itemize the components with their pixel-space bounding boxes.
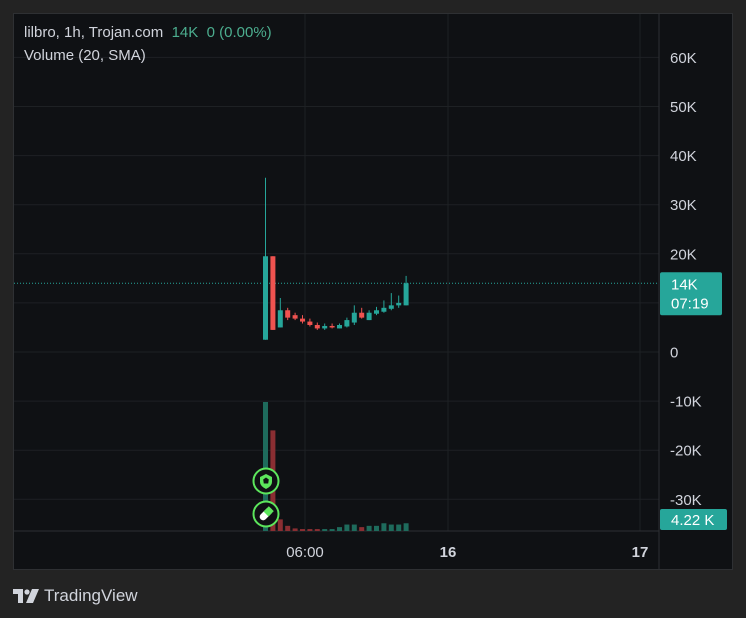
- candle-body: [292, 315, 298, 319]
- volume-bar: [329, 529, 335, 531]
- volume-bar: [314, 529, 320, 531]
- candles: [263, 177, 409, 340]
- candle: [285, 307, 291, 321]
- last-price-value: 14K: [671, 276, 698, 293]
- event-marker[interactable]: [252, 467, 280, 495]
- candle: [351, 305, 357, 325]
- volume-bar: [337, 527, 342, 531]
- pill-icon: [259, 506, 274, 521]
- volume-bar: [359, 527, 365, 531]
- price-tick-label: -20K: [670, 443, 702, 460]
- time-tick-label: 16: [440, 544, 457, 561]
- candle-body: [366, 312, 372, 321]
- volume-bar: [322, 529, 328, 531]
- candle-body: [381, 307, 387, 312]
- last-price-tag[interactable]: 14K 07:19: [660, 272, 722, 316]
- legend-symbol-row[interactable]: lilbro, 1h, Trojan.com 14K 0 (0.00%): [24, 24, 272, 41]
- volume-bar: [351, 524, 357, 531]
- candle: [307, 318, 313, 327]
- time-tick-label: 17: [632, 544, 649, 561]
- candle-body: [277, 310, 283, 328]
- candle: [263, 177, 268, 340]
- volume-bars: [263, 402, 409, 531]
- chart-frame: [13, 13, 733, 570]
- candle-body: [329, 325, 335, 328]
- candle: [322, 323, 328, 330]
- candle-body: [270, 256, 276, 330]
- legend-change: 0 (0.00%): [206, 24, 272, 41]
- tradingview-logo-icon: [13, 589, 39, 603]
- candle-body: [396, 302, 402, 306]
- legend-volume-indicator[interactable]: Volume (20, SMA): [24, 47, 146, 64]
- price-tick-label: 20K: [670, 246, 697, 263]
- candle-body: [374, 310, 379, 314]
- volume-bar: [277, 519, 283, 531]
- candle: [388, 293, 394, 311]
- price-tick-label: 50K: [670, 99, 697, 116]
- candle: [300, 315, 305, 324]
- candle: [329, 323, 335, 329]
- time-tick-label: 06:00: [286, 544, 324, 561]
- brand-name: TradingView: [44, 586, 138, 605]
- candle-body: [403, 283, 409, 306]
- price-tick-label: 40K: [670, 148, 697, 165]
- volume-bar: [396, 524, 402, 531]
- volume-bar: [366, 525, 372, 531]
- price-tick-label: -30K: [670, 492, 702, 509]
- last-price-tag-bg: [660, 272, 722, 316]
- tradingview-brand[interactable]: TradingView: [13, 585, 138, 607]
- candle: [314, 322, 320, 330]
- candle-body: [314, 324, 320, 329]
- candle: [337, 323, 342, 329]
- candle-body: [388, 305, 394, 309]
- candle-body: [263, 256, 268, 340]
- candle-body: [285, 310, 291, 318]
- price-tick-label: 30K: [670, 197, 697, 214]
- candle: [403, 275, 409, 306]
- volume-bar: [403, 523, 409, 531]
- price-tick-label: 0: [670, 345, 678, 362]
- candle: [277, 297, 283, 328]
- candle: [366, 310, 372, 321]
- price-tick-label: 60K: [670, 50, 697, 67]
- volume-bar: [381, 523, 387, 531]
- volume-tag-value: 4.22 K: [671, 512, 714, 529]
- volume-bar: [344, 524, 350, 531]
- candle-body: [307, 321, 313, 325]
- candle-body: [322, 325, 328, 329]
- candle-body: [344, 320, 350, 327]
- candle: [292, 312, 298, 321]
- candle: [270, 256, 276, 330]
- volume-bar: [285, 525, 291, 531]
- legend-last-value: 14K: [171, 24, 199, 41]
- candle: [381, 300, 387, 313]
- candle: [396, 295, 402, 308]
- candle-body: [300, 318, 305, 322]
- candle: [374, 306, 379, 316]
- volume-tag-bg: [660, 509, 727, 530]
- candle-body: [359, 312, 365, 318]
- time-axis[interactable]: 06:00 16 17: [286, 544, 648, 561]
- event-marker[interactable]: [252, 500, 280, 528]
- grid: [14, 14, 659, 531]
- volume-bar: [307, 529, 313, 531]
- candle-body: [337, 324, 342, 329]
- candle: [344, 317, 350, 328]
- volume-bar: [292, 528, 298, 531]
- event-markers[interactable]: [252, 467, 280, 528]
- shield-badge-icon: [260, 474, 272, 489]
- volume-bar: [374, 525, 379, 531]
- volume-tag[interactable]: 4.22 K: [660, 509, 727, 530]
- legend-symbol[interactable]: lilbro, 1h, Trojan.com: [24, 24, 164, 41]
- volume-bar: [263, 402, 268, 531]
- price-tick-label: -10K: [670, 394, 702, 411]
- legend-volume-row[interactable]: Volume (20, SMA): [24, 47, 146, 64]
- volume-bar: [300, 529, 305, 531]
- candle-body: [351, 312, 357, 323]
- candle-countdown: 07:19: [671, 295, 709, 312]
- volume-bar: [388, 524, 394, 531]
- candle: [359, 307, 365, 319]
